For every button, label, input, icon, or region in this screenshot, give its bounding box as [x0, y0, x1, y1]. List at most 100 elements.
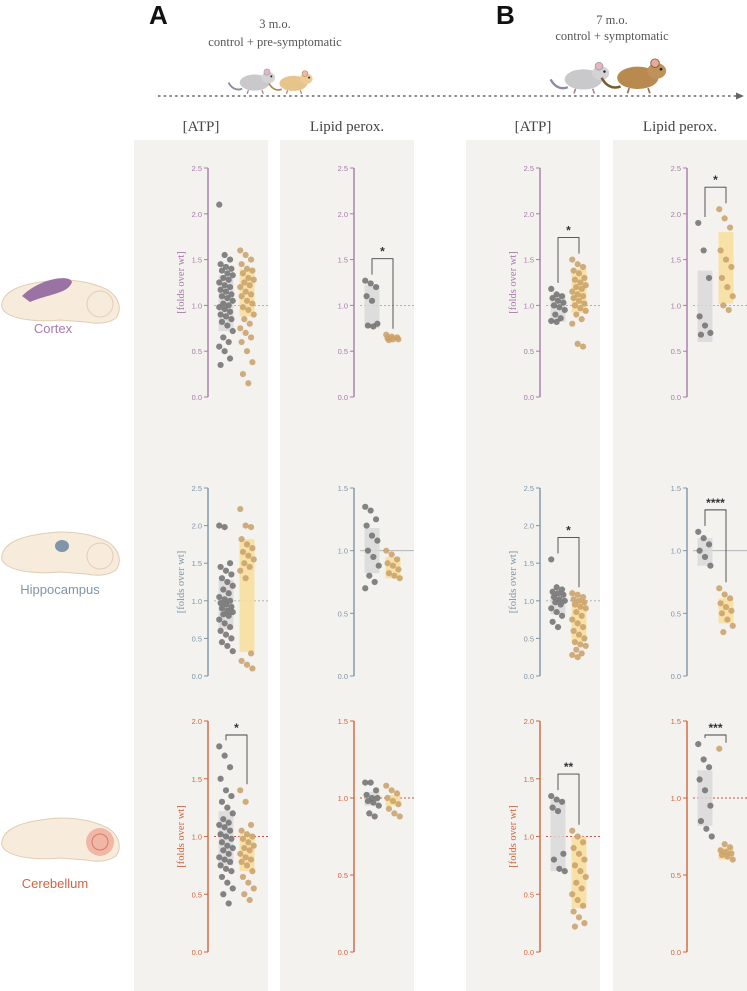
column-title: [ATP]	[183, 119, 220, 135]
disease-point	[246, 282, 253, 289]
disease-point	[579, 624, 587, 631]
control-point	[558, 798, 566, 805]
control-point	[557, 315, 564, 322]
disease-point	[243, 265, 251, 272]
column-title: [ATP]	[515, 119, 552, 135]
control-point	[217, 627, 224, 634]
control-point	[224, 879, 231, 886]
y-tick-label: 0.5	[524, 890, 534, 899]
disease-point	[574, 896, 581, 904]
y-tick-label: 1.5	[192, 256, 202, 265]
disease-point	[245, 552, 252, 559]
disease-point	[569, 288, 576, 295]
control-point	[216, 522, 223, 529]
control-point	[549, 588, 556, 595]
control-point	[226, 597, 234, 604]
disease-point	[239, 270, 247, 277]
control-point	[220, 586, 227, 593]
panel-a-letter: A	[149, 0, 168, 30]
disease-point	[724, 616, 731, 623]
disease-point	[569, 891, 576, 898]
disease-point	[246, 320, 253, 327]
y-tick-label: 0.5	[192, 634, 202, 643]
disease-point	[581, 274, 588, 282]
control-point	[372, 516, 380, 523]
y-tick-label: 0.5	[524, 634, 534, 643]
disease-point	[250, 885, 257, 892]
disease-point	[238, 536, 245, 543]
disease-point	[581, 920, 588, 927]
disease-point	[245, 879, 252, 886]
disease-point	[573, 311, 580, 318]
disease-point	[383, 547, 390, 554]
control-point	[224, 804, 231, 811]
control-point	[561, 597, 568, 604]
control-point	[558, 612, 566, 619]
disease-point	[239, 304, 247, 311]
y-tick-label: 1.5	[338, 484, 348, 493]
control-point	[225, 276, 232, 283]
disease-point	[237, 787, 244, 794]
significance-label: *	[234, 721, 239, 735]
control-point	[221, 596, 228, 603]
disease-point	[389, 797, 397, 805]
mouse-icon-control-7mo	[549, 61, 610, 94]
disease-point	[728, 263, 735, 271]
disease-point	[241, 560, 248, 567]
control-point	[228, 792, 235, 800]
significance-bracket	[704, 509, 727, 583]
panel-a-condition: control + pre-symptomatic	[208, 35, 342, 49]
y-tick-label: 2.5	[524, 164, 534, 173]
disease-point	[579, 839, 587, 846]
disease-point	[726, 844, 734, 851]
y-tick-label: 1.5	[524, 775, 534, 784]
disease-point	[574, 340, 581, 347]
control-point	[226, 827, 234, 834]
disease-point	[716, 206, 723, 213]
control-point	[225, 819, 232, 826]
significance-bracket	[557, 773, 580, 825]
control-bar	[697, 270, 713, 343]
disease-point	[238, 293, 245, 300]
control-point	[372, 787, 380, 794]
column-title: Lipid perox.	[643, 119, 717, 135]
y-tick-label: 1.0	[671, 301, 681, 310]
disease-point	[577, 603, 584, 610]
control-point	[229, 648, 236, 655]
disease-point	[237, 850, 244, 857]
disease-point	[243, 348, 251, 355]
control-point	[556, 865, 563, 872]
disease-point	[569, 651, 576, 659]
control-point	[221, 752, 228, 759]
control-point	[362, 503, 369, 510]
control-point	[703, 825, 710, 832]
disease-point	[579, 263, 587, 271]
control-point	[228, 868, 235, 875]
disease-point	[581, 599, 588, 606]
control-point	[216, 593, 223, 601]
plot-4: 0.0 0.5 1.0 1.5 2.0 2.5 [folds over wt]	[176, 484, 268, 681]
region-cortex: Cortex	[1, 278, 120, 336]
disease-point	[237, 567, 244, 574]
disease-point	[716, 585, 723, 592]
disease-point	[247, 856, 255, 863]
disease-point	[571, 923, 579, 930]
disease-point	[577, 305, 584, 312]
mouse-icon-control-3mo	[227, 68, 276, 94]
y-tick-label: 2.5	[192, 484, 202, 493]
control-point	[557, 601, 564, 608]
control-point	[554, 807, 562, 815]
control-point	[229, 272, 236, 279]
control-point	[556, 304, 563, 311]
control-point	[553, 584, 560, 591]
control-point	[222, 865, 230, 872]
disease-point	[245, 274, 252, 282]
disease-point	[245, 380, 252, 387]
control-point	[696, 547, 703, 554]
disease-point	[245, 306, 252, 314]
disease-point	[246, 563, 253, 571]
significance-label: ***	[708, 721, 722, 735]
control-point	[222, 288, 230, 295]
control-point	[228, 571, 235, 578]
disease-point	[717, 247, 724, 254]
